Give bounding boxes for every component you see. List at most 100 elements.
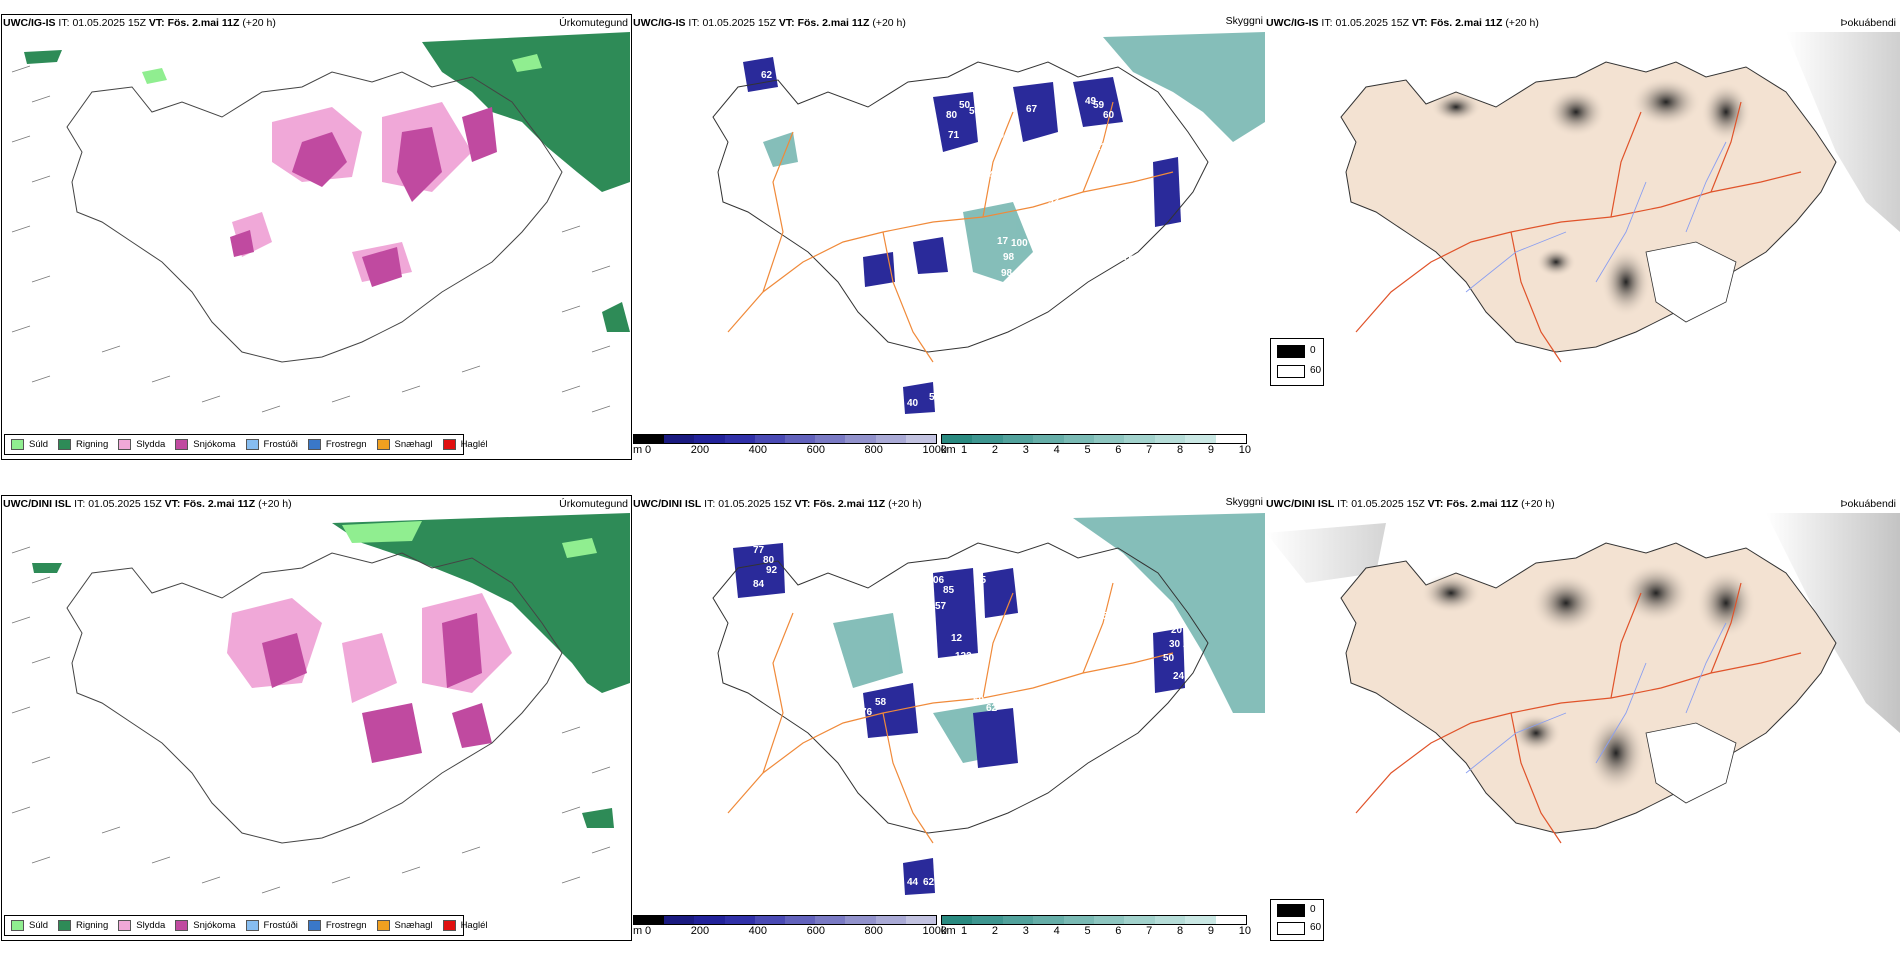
iceland-coastline [66,552,563,844]
tick: 800 [864,925,883,937]
colorbar-segment [1063,435,1095,443]
fog-indicator-panel-bottom: UWC/DINI ISL IT: 01.05.2025 15Z VT: Fös.… [1266,493,1900,963]
vis-label: 100 [1011,238,1028,249]
vis-label: 59 [1093,100,1105,111]
panel-header: UWC/IG-IS IT: 01.05.2025 15Z VT: Fös. 2.… [3,17,276,29]
vt-label: VT: [148,17,165,29]
colorbar-m [633,434,937,444]
legend-label: Snjókoma [193,920,236,931]
it-value: 01.05.2025 15Z [702,17,776,29]
vis-label: 20 [1183,639,1195,650]
vis-label: 213 [1095,142,1112,153]
vis-label: 60 [1103,110,1115,121]
low-visibility-areas [743,57,1181,414]
colorbar-segment [942,916,973,924]
visibility-value-labels: 62 80 50 59 67 49 59 60 71 02 54 10 87 9… [761,70,1185,409]
tick: 9 [1207,444,1214,456]
iceland-coastline [712,542,1209,834]
lead-time: (+20 h) [242,17,276,29]
colorbar-segment [1094,435,1125,443]
snow-pellets-swatch [376,920,390,931]
freezing-rain-swatch [307,439,321,450]
vt-value: Fös. 2.mai 11Z [1446,498,1519,510]
vis-label: 98 [1001,268,1013,279]
legend-label: Frostúði [263,439,298,450]
tick: 6 [1115,444,1122,456]
vis-label: 41 [1013,767,1025,778]
rain-swatch [58,920,72,931]
colorbar-segment [754,435,786,443]
colorbar-segment [1033,916,1064,924]
tick: 200 [690,444,710,456]
rain-areas [32,513,630,828]
parameter-name: Skyggni [1225,496,1263,508]
vis-label: 63 [943,232,955,243]
it-value: 01.05.2025 15Z [72,17,146,29]
colorbar-segment [905,435,937,443]
legend-label: Rigning [76,920,109,931]
visibility-panel-top: UWC/IG-IS IT: 01.05.2025 15Z VT: Fös. 2.… [633,12,1265,482]
model-name: UWC/IG-IS [3,17,56,29]
snow-swatch [175,439,189,450]
legend-label: Snjókoma [193,439,236,450]
legend-item: Snjókoma [175,920,236,931]
vis-label: 16 [1173,140,1185,151]
fog-legend-label: 60 [1310,365,1322,376]
tick: 4 [1053,925,1060,937]
vis-label: 65 [975,575,987,586]
vis-label: 62 [761,70,773,81]
vis-label: 149 [1143,126,1160,137]
fog-swatch-0 [1277,904,1305,917]
panel-header: UWC/DINI ISL IT: 01.05.2025 15Z VT: Fös.… [3,498,292,510]
lead-time: (+20 h) [258,498,292,510]
vis-label: 62 [923,877,935,888]
tick: 1000 [922,925,947,937]
colorbar-segment [1185,435,1216,443]
colorbar-segment [1154,435,1186,443]
fog-legend-label: 0 [1310,345,1316,356]
colorbar-segment [694,916,725,924]
fog-swatch-60 [1277,922,1305,935]
drizzle-areas [342,521,597,558]
precip-type-legend: Súld Rigning Slydda Snjókoma Frostúði Fr… [4,915,488,936]
vis-label: 359 [1096,639,1113,650]
sea-fog [1786,32,1900,232]
vis-label: 17 [997,236,1009,247]
colorbar-segment [694,435,725,443]
vis-label: 24 [1173,671,1185,682]
vis-label: 30 [1169,639,1181,650]
colorbar-segment [785,916,816,924]
road-network [1355,582,1802,844]
colorbar-segment [1154,916,1186,924]
colorbar-km [941,915,1247,925]
fog-map [1266,513,1900,844]
legend-item: Slydda [118,920,165,931]
legend-item: Snæhagl [376,439,433,450]
legend-label: Frostregn [325,920,367,931]
visibility-map: 77 80 92 84 06 85 65 22 108 175 359 57 1… [712,513,1265,895]
legend-item: Haglél [442,920,488,931]
freezing-rain-swatch [307,920,321,931]
rain-areas [24,32,630,332]
vis-label: 76 [1123,252,1135,263]
snow-areas [230,107,497,287]
panel-frame [1,14,632,460]
vt-label: VT: [794,498,811,510]
vis-label: 67 [1026,104,1038,115]
model-name: UWC/DINI ISL [633,498,702,510]
vt-label: VT: [778,17,795,29]
legend-label: Rigning [76,439,109,450]
tick: 3 [1022,925,1029,937]
vis-label: 10 [993,130,1005,141]
vis-label: 76 [861,707,873,718]
legend-item: Frostregn [307,439,367,450]
fog-indicator-panel-top: UWC/IG-IS IT: 01.05.2025 15Z VT: Fös. 2.… [1266,12,1900,482]
vis-label: 92 [766,565,778,576]
colorbar-segment [1124,916,1155,924]
vt-value: Fös. 2.mai 11Z [183,498,256,510]
vt-label: VT: [164,498,181,510]
vis-label: 44 [907,877,919,888]
colorbar-segment [1002,916,1034,924]
fog-legend-label: 0 [1310,904,1316,915]
unit-km: km [941,444,956,456]
